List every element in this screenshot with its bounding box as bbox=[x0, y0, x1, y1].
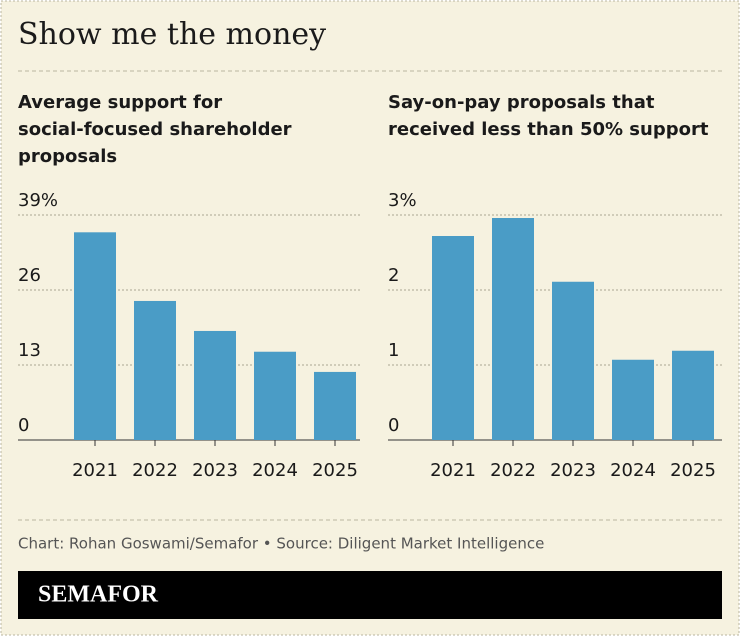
chart-subtitle: Say-on-pay proposals that received less t… bbox=[388, 92, 709, 140]
line: received less than 50% support bbox=[388, 119, 709, 140]
x-tick-label: 2023 bbox=[550, 460, 596, 481]
bar bbox=[194, 330, 236, 440]
x-tick-label: 2021 bbox=[430, 460, 476, 481]
bar bbox=[552, 281, 594, 440]
x-tick-label: 2021 bbox=[72, 460, 118, 481]
bar bbox=[254, 351, 296, 440]
footer-bar bbox=[18, 571, 722, 619]
bar bbox=[612, 359, 654, 440]
brand: SEMAFOR bbox=[38, 582, 159, 608]
line: Say-on-pay proposals that bbox=[388, 92, 655, 113]
line: social-focused shareholder bbox=[18, 119, 292, 140]
line: Average support for bbox=[18, 92, 222, 113]
x-tick-label: 2024 bbox=[252, 460, 298, 481]
x-tick-label: 2023 bbox=[192, 460, 238, 481]
x-tick-label: 2025 bbox=[312, 460, 358, 481]
bar bbox=[432, 236, 474, 440]
y-tick-label: 0 bbox=[388, 415, 399, 436]
y-tick-label: 0 bbox=[18, 415, 29, 436]
source: Chart: Rohan Goswami/Semafor • Source: D… bbox=[18, 535, 544, 553]
y-tick-label: 13 bbox=[18, 340, 41, 361]
x-tick-label: 2025 bbox=[670, 460, 716, 481]
y-tick-label: 1 bbox=[388, 340, 399, 361]
bar bbox=[74, 232, 116, 440]
bar bbox=[134, 300, 176, 440]
page-title: Show me the money bbox=[18, 17, 326, 52]
y-tick-label: 26 bbox=[18, 265, 41, 286]
y-tick-label: 39% bbox=[18, 190, 58, 211]
x-tick-label: 2022 bbox=[490, 460, 536, 481]
chart-subtitle: Average support for social-focused shareh… bbox=[18, 92, 292, 167]
y-tick-label: 2 bbox=[388, 265, 399, 286]
bar bbox=[492, 218, 534, 440]
bar bbox=[672, 350, 714, 440]
y-tick-label: 3% bbox=[388, 190, 417, 211]
x-tick-label: 2022 bbox=[132, 460, 178, 481]
bar bbox=[314, 371, 356, 440]
line: proposals bbox=[18, 146, 117, 167]
x-tick-label: 2024 bbox=[610, 460, 656, 481]
